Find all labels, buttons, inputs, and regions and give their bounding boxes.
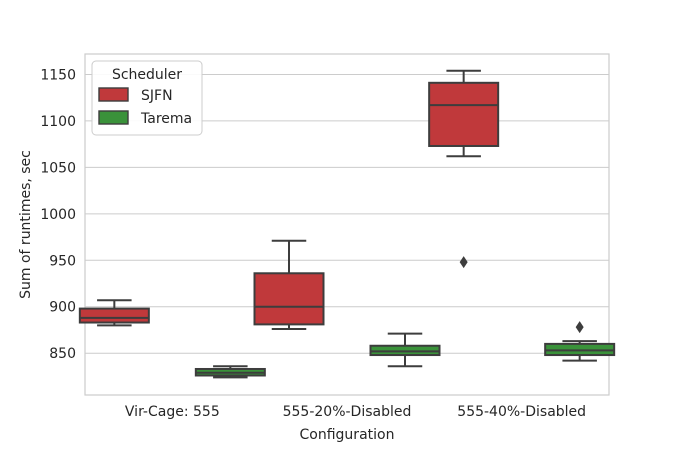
- x-tick-label: 555-40%-Disabled: [457, 404, 586, 420]
- box-sjfn-0: [78, 299, 150, 327]
- box-sjfn-1: [253, 239, 325, 331]
- box-iqr: [428, 81, 500, 147]
- y-tick-label: 1000: [40, 207, 76, 223]
- box-tarema-2: [544, 321, 616, 362]
- box-tarema-0: [194, 365, 266, 379]
- legend-swatch-sjfn: [98, 87, 129, 102]
- axis-layer: 850 900 950 1000 1050 1100 1150 Vir-Cage: 555 55…: [18, 67, 586, 443]
- grid-layer: [85, 73, 609, 354]
- x-tick-label: Vir-Cage: 555: [125, 404, 220, 420]
- box-iqr: [253, 272, 325, 326]
- y-axis-title: Sum of runtimes, sec: [18, 150, 34, 299]
- legend-swatch-tarema: [98, 110, 129, 125]
- legend-label-tarema: Tarema: [140, 111, 192, 127]
- box-tarema-1: [369, 332, 441, 368]
- plot-area-border: [84, 53, 610, 396]
- outlier-point-0: [459, 256, 468, 269]
- plot-frame: [84, 53, 610, 396]
- y-tick-label: 850: [49, 346, 76, 362]
- legend-label-sjfn: SJFN: [141, 88, 173, 104]
- box-sjfn-2: [428, 69, 500, 269]
- y-tick-label: 950: [49, 253, 76, 269]
- y-tick-label: 1150: [40, 67, 76, 83]
- y-tick-label: 1100: [40, 114, 76, 130]
- x-tick-label: 555-20%-Disabled: [283, 404, 412, 420]
- outlier-point-0: [575, 321, 584, 334]
- legend-title: Scheduler: [112, 67, 182, 83]
- legend: Scheduler SJFN Tarema: [91, 60, 203, 136]
- box-iqr: [78, 307, 150, 324]
- box-layer: [78, 69, 616, 379]
- y-tick-label: 1050: [40, 160, 76, 176]
- y-tick-label: 900: [49, 300, 76, 316]
- x-axis-title: Configuration: [300, 427, 395, 443]
